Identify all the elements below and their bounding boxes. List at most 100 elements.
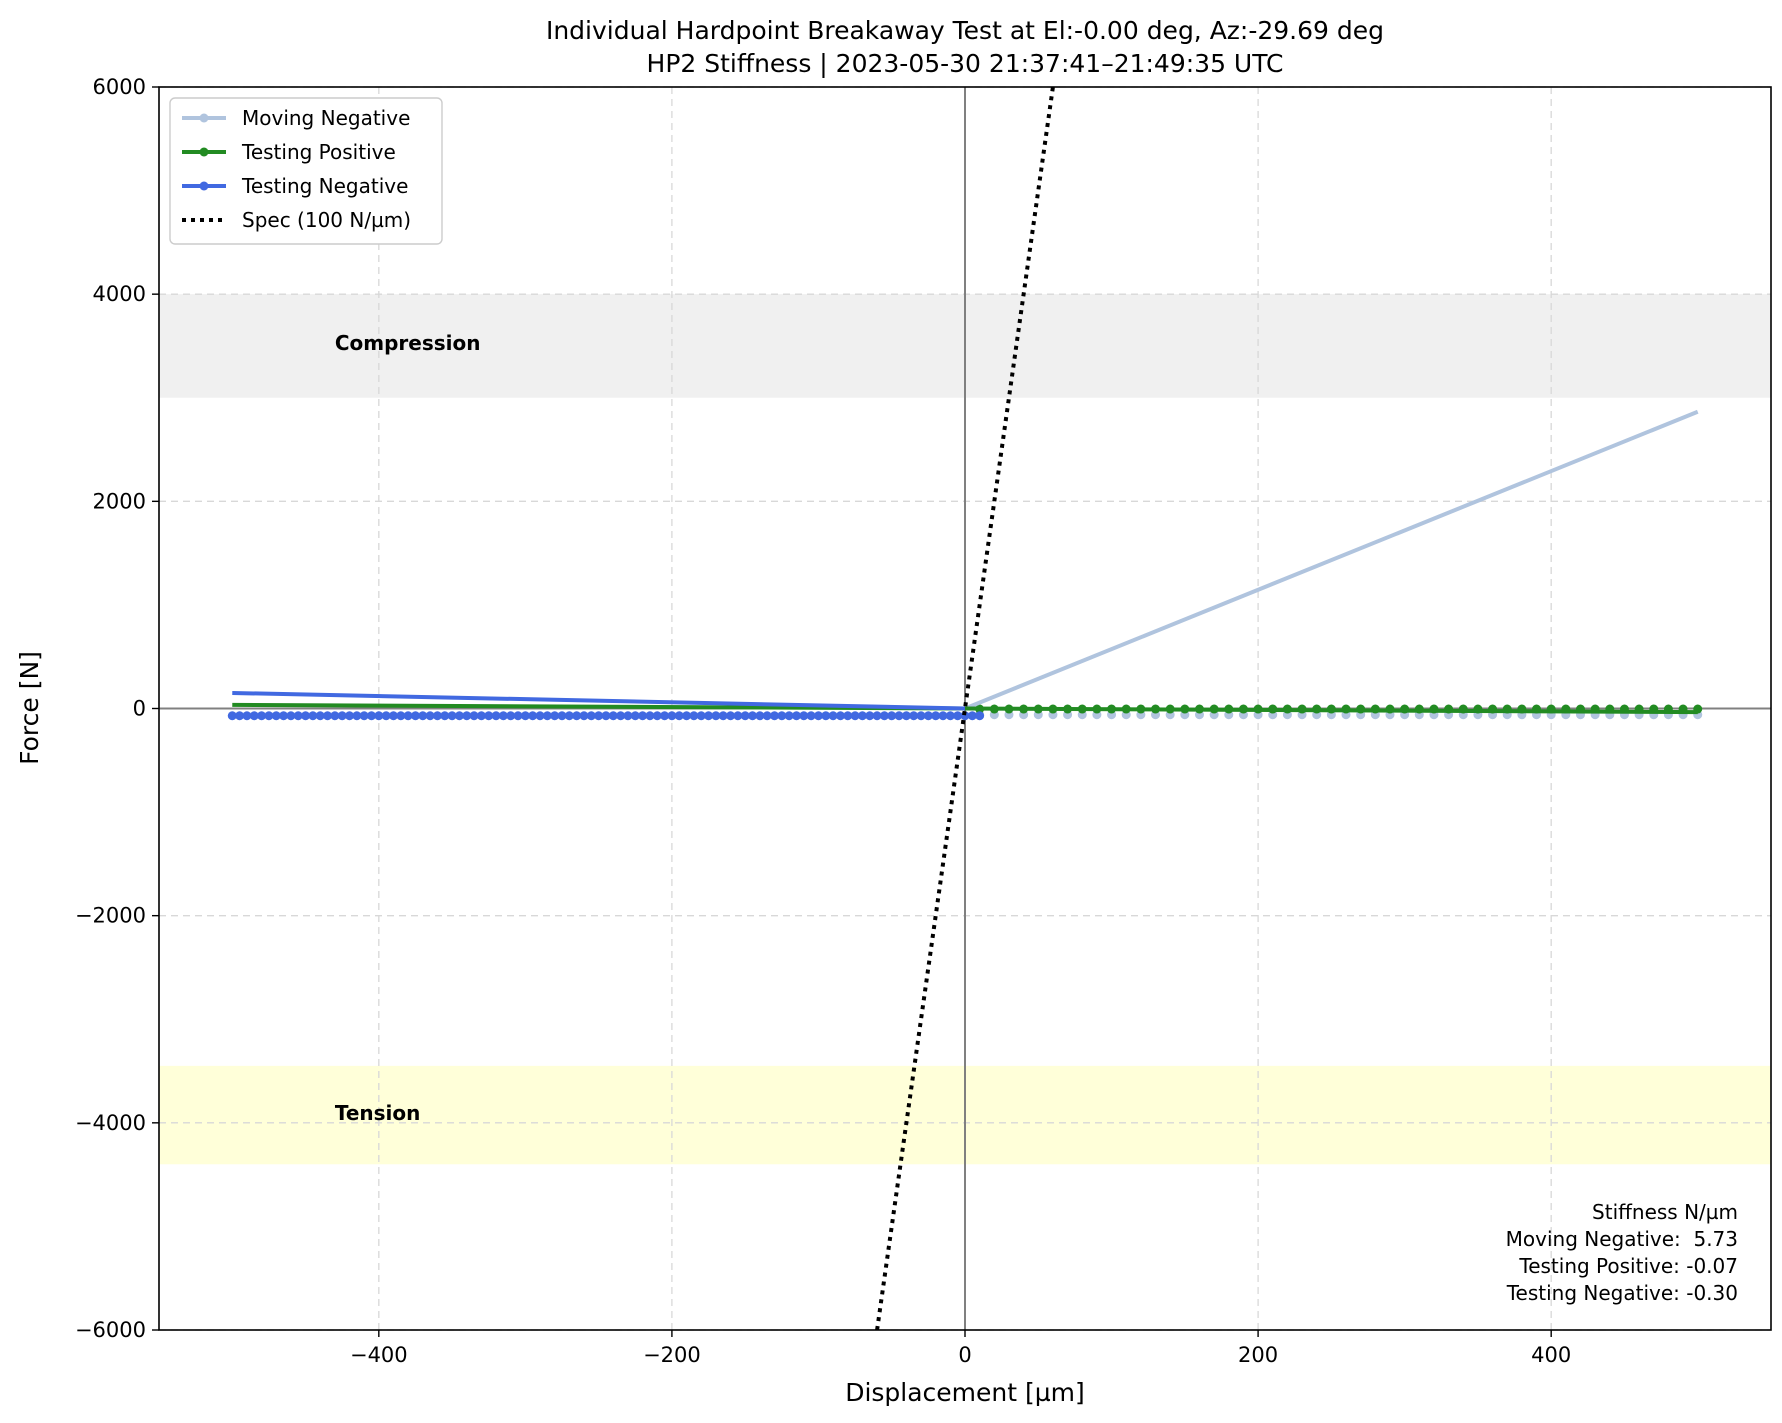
legend-label: Testing Positive bbox=[241, 140, 396, 164]
testing-negative-point bbox=[894, 711, 904, 721]
testing-negative-point bbox=[359, 711, 369, 721]
x-tick-label: −400 bbox=[350, 1343, 408, 1367]
testing-negative-point bbox=[550, 711, 560, 721]
testing-negative-point bbox=[271, 711, 281, 721]
testing-negative-point bbox=[945, 711, 955, 721]
testing-negative-point bbox=[264, 711, 274, 721]
legend-marker bbox=[199, 147, 209, 157]
testing-negative-point bbox=[799, 711, 809, 721]
testing-negative-point bbox=[791, 711, 801, 721]
y-tick-label: 6000 bbox=[93, 75, 146, 99]
testing-negative-point bbox=[784, 711, 794, 721]
testing-negative-point bbox=[748, 711, 758, 721]
testing-negative-point bbox=[696, 711, 706, 721]
testing-negative-point bbox=[601, 711, 611, 721]
testing-negative-point bbox=[388, 711, 398, 721]
testing-negative-point bbox=[557, 711, 567, 721]
band-label-tension: Tension bbox=[335, 1101, 421, 1125]
testing-negative-point bbox=[645, 711, 655, 721]
testing-negative-point bbox=[279, 711, 289, 721]
testing-negative-point bbox=[432, 711, 442, 721]
testing-negative-point bbox=[498, 711, 508, 721]
testing-negative-point bbox=[491, 711, 501, 721]
testing-negative-point bbox=[425, 711, 435, 721]
testing-negative-point bbox=[901, 711, 911, 721]
testing-negative-point bbox=[242, 711, 252, 721]
testing-negative-point bbox=[850, 711, 860, 721]
testing-negative-point bbox=[352, 711, 362, 721]
legend-marker bbox=[199, 181, 209, 191]
testing-negative-fit-line bbox=[232, 690, 966, 711]
testing-negative-point bbox=[381, 711, 391, 721]
stats-line: Moving Negative: 5.73 bbox=[1506, 1227, 1738, 1251]
y-tick-label: 4000 bbox=[93, 282, 146, 306]
testing-negative-point bbox=[916, 711, 926, 721]
spec-line bbox=[875, 86, 1055, 1331]
testing-negative-point bbox=[704, 711, 714, 721]
testing-negative-point bbox=[476, 711, 486, 721]
testing-negative-point bbox=[887, 711, 897, 721]
testing-negative-point bbox=[718, 711, 728, 721]
testing-negative-point bbox=[410, 711, 420, 721]
testing-negative-point bbox=[652, 711, 662, 721]
testing-negative-point bbox=[227, 711, 237, 721]
testing-negative-point bbox=[865, 711, 875, 721]
testing-negative-point bbox=[337, 711, 347, 721]
testing-negative-point bbox=[520, 711, 530, 721]
testing-negative-point bbox=[528, 711, 538, 721]
testing-negative-point bbox=[835, 711, 845, 721]
testing-negative-point bbox=[931, 711, 941, 721]
x-tick-label: 200 bbox=[1238, 1343, 1278, 1367]
legend-box bbox=[169, 97, 443, 245]
x-axis-label: Displacement [µm] bbox=[845, 1378, 1085, 1407]
testing-negative-point bbox=[345, 711, 355, 721]
testing-negative-point bbox=[674, 711, 684, 721]
testing-negative-point bbox=[821, 711, 831, 721]
chart-title: Individual Hardpoint Breakaway Test at E… bbox=[546, 16, 1384, 45]
testing-negative-point bbox=[923, 711, 933, 721]
testing-negative-point bbox=[418, 711, 428, 721]
testing-negative-point bbox=[638, 711, 648, 721]
y-tick-label: 0 bbox=[133, 697, 146, 721]
testing-negative-point bbox=[843, 711, 853, 721]
y-tick-label: −2000 bbox=[75, 904, 146, 928]
x-tick-label: 0 bbox=[958, 1343, 971, 1367]
testing-negative-point bbox=[440, 711, 450, 721]
x-tick-label: 400 bbox=[1531, 1343, 1571, 1367]
testing-negative-point bbox=[579, 711, 589, 721]
legend-label: Testing Negative bbox=[241, 174, 408, 198]
chart-subtitle: HP2 Stiffness | 2023-05-30 21:37:41–21:4… bbox=[647, 49, 1284, 78]
testing-negative-point bbox=[572, 711, 582, 721]
testing-negative-point bbox=[608, 711, 618, 721]
testing-negative-point bbox=[660, 711, 670, 721]
testing-negative-point bbox=[462, 711, 472, 721]
testing-negative-point bbox=[366, 711, 376, 721]
testing-negative-point bbox=[235, 711, 245, 721]
band-label-compression: Compression bbox=[335, 331, 481, 355]
testing-negative-point bbox=[513, 711, 523, 721]
testing-negative-point bbox=[542, 711, 552, 721]
testing-negative-point bbox=[301, 711, 311, 721]
moving-negative-fit-line bbox=[964, 409, 1699, 711]
testing-negative-point bbox=[740, 711, 750, 721]
testing-negative-point bbox=[975, 711, 985, 721]
testing-negative-point bbox=[594, 711, 604, 721]
y-axis-label: Force [N] bbox=[15, 651, 44, 765]
testing-negative-point bbox=[938, 711, 948, 721]
testing-negative-point bbox=[755, 711, 765, 721]
testing-negative-point bbox=[447, 711, 457, 721]
stiffness-stats: Stiffness N/µm Moving Negative: 5.73 Testi… bbox=[1506, 1200, 1738, 1305]
testing-negative-point bbox=[909, 711, 919, 721]
testing-negative-point bbox=[286, 711, 296, 721]
testing-negative-point bbox=[733, 711, 743, 721]
testing-negative-point bbox=[828, 711, 838, 721]
testing-negative-point bbox=[586, 711, 596, 721]
testing-negative-point bbox=[726, 711, 736, 721]
testing-negative-point bbox=[249, 711, 259, 721]
stats-header: Stiffness N/µm bbox=[1592, 1200, 1738, 1224]
testing-negative-point bbox=[953, 711, 963, 721]
testing-negative-point bbox=[872, 711, 882, 721]
testing-negative-point bbox=[682, 711, 692, 721]
testing-negative-point bbox=[374, 711, 384, 721]
